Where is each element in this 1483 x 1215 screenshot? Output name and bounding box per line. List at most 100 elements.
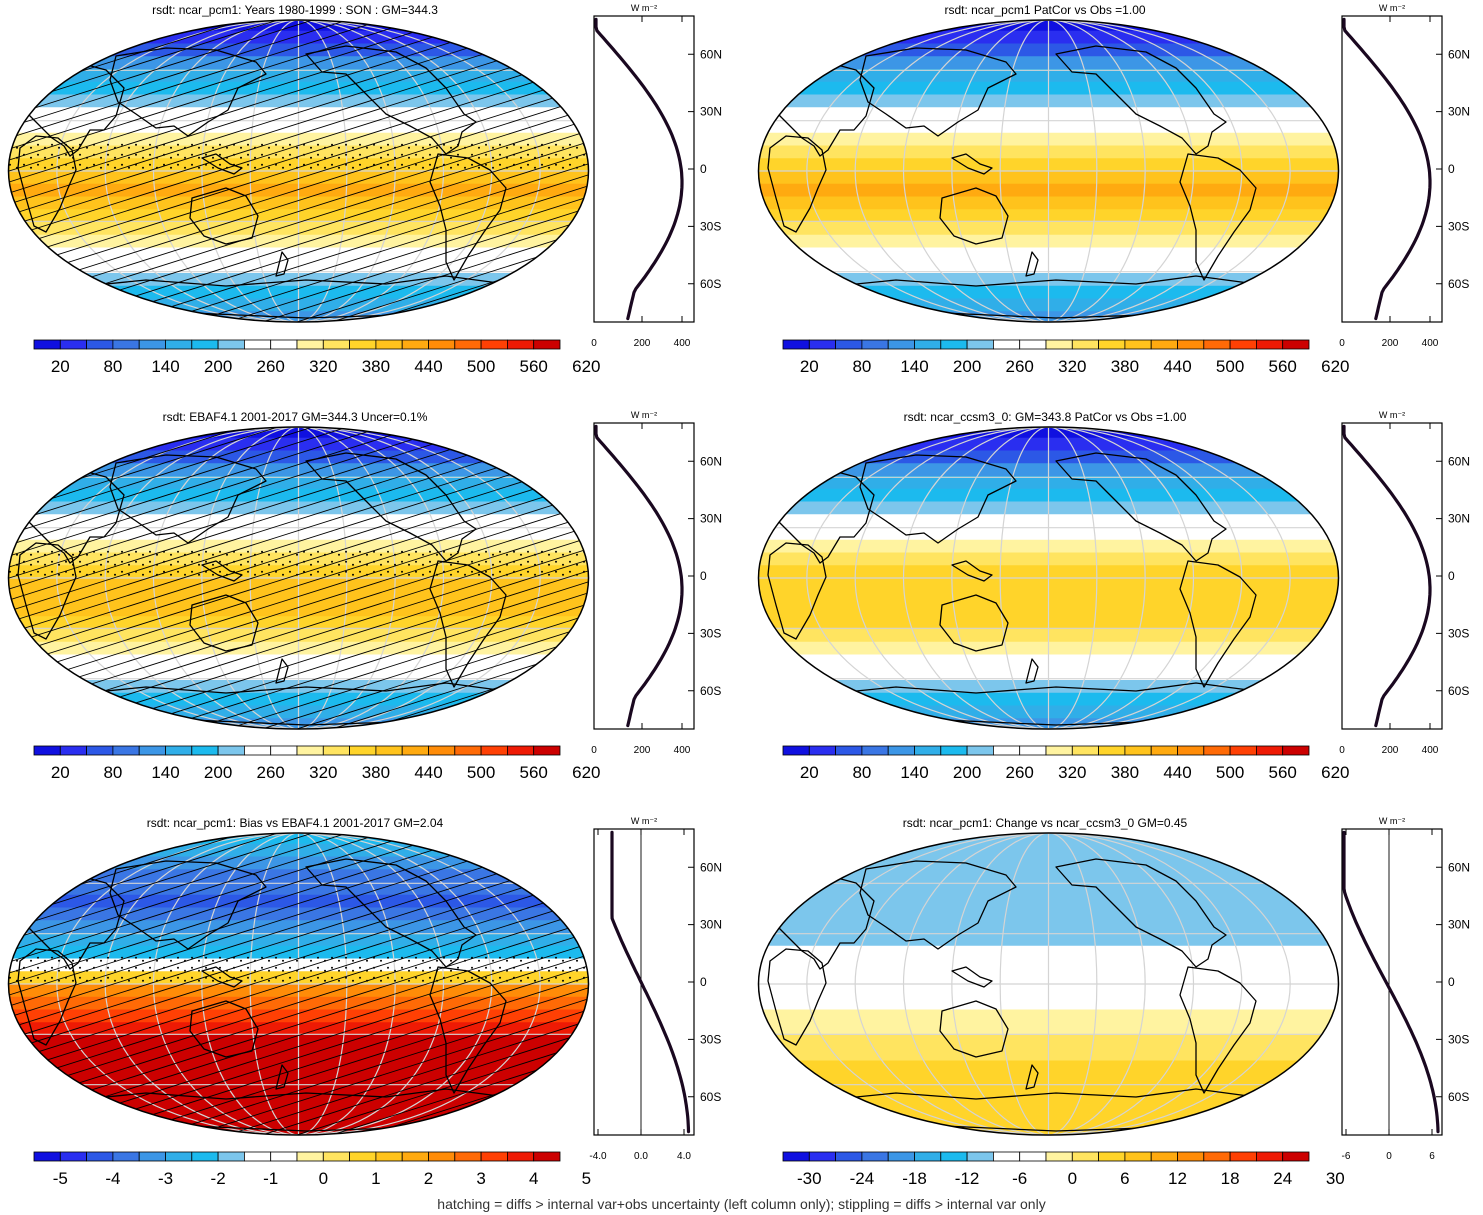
panel-title-change-ccsm3: rsdt: ncar_pcm1: Change vs ncar_ccsm3_0 …: [902, 816, 1188, 830]
colorbar-swatch: [1045, 745, 1073, 756]
coastline: [951, 560, 993, 582]
coastline: [189, 594, 259, 652]
colorbar-swatch: [191, 339, 219, 350]
profile-x-label: 200: [1382, 338, 1399, 349]
colorbar-swatch: [1019, 339, 1047, 350]
coastline: [201, 560, 243, 582]
profile-obs-ebaf: W m⁻² 60N 30N 0 30S 60S 0 200 400: [591, 410, 722, 756]
coastline: [951, 966, 993, 988]
colorbar-label: -30: [797, 1169, 822, 1188]
panel-title-ccsm3-patcor: rsdt: ncar_ccsm3_0: GM=343.8 PatCor vs O…: [903, 410, 1187, 424]
colorbar-swatch: [506, 339, 535, 350]
colorbar-swatch: [217, 745, 245, 756]
colorbar-change-ccsm3: -30 -24 -18 -12 -6 0 6 12 18 24 30: [782, 1151, 1345, 1188]
coastline: [815, 682, 1297, 726]
colorbar-swatch: [1098, 1151, 1126, 1162]
colorbar-swatch: [1071, 745, 1099, 756]
colorbar-label: 0: [1068, 1169, 1077, 1188]
colorbar-swatch: [914, 745, 942, 756]
profile-lat-label: 60N: [700, 454, 722, 468]
colorbar-swatch: [533, 339, 561, 350]
colorbar-swatch: [33, 1151, 61, 1162]
colorbar-swatch: [992, 745, 1021, 756]
colorbar-swatch: [1177, 745, 1205, 756]
colorbar-swatch: [349, 1151, 377, 1162]
profile-lat-label: 30S: [1448, 219, 1469, 233]
coastline: [17, 135, 77, 233]
colorbar-label: 20: [51, 763, 70, 782]
profile-x-label: 4.0: [677, 1151, 691, 1162]
colorbar-swatch: [1282, 1151, 1310, 1162]
colorbar-swatch: [243, 745, 272, 756]
colorbar-swatch: [86, 339, 114, 350]
colorbar-swatch: [138, 745, 166, 756]
coastline: [767, 542, 827, 640]
profile-lat-label: 30S: [1448, 1032, 1469, 1046]
colorbar-model-mean: 20 80 140 200 260 320 380 440 500 560 620: [33, 339, 600, 376]
colorbar-ccsm3-patcor: 20 80 140 200 260 320 380 440 500 560 620: [782, 745, 1349, 782]
colorbar-label: 440: [1163, 763, 1191, 782]
colorbar-label: -6: [1012, 1169, 1027, 1188]
colorbar-label: 0: [319, 1169, 328, 1188]
coastline: [429, 560, 507, 688]
footer-note: hatching = diffs > internal var+obs unce…: [437, 1196, 1046, 1212]
colorbar-swatch: [322, 339, 350, 350]
colorbar-swatch: [887, 1151, 915, 1162]
colorbar-swatch: [533, 1151, 561, 1162]
profile-unit: W m⁻²: [1379, 816, 1405, 826]
map-change-ccsm3: [757, 832, 1340, 1136]
colorbar-swatch: [1124, 1151, 1152, 1162]
colorbar-label: 560: [1269, 763, 1297, 782]
profile-lat-label: 60S: [1448, 684, 1469, 698]
colorbar-swatch: [506, 745, 535, 756]
colorbar-swatch: [887, 339, 915, 350]
colorbar-label: 200: [953, 357, 981, 376]
colorbar-label: 1: [371, 1169, 380, 1188]
colorbar-swatch: [454, 745, 482, 756]
coastline: [189, 187, 259, 245]
colorbar-label: 18: [1221, 1169, 1240, 1188]
colorbar-label: 140: [151, 763, 179, 782]
colorbar-label: 440: [1163, 357, 1191, 376]
colorbar-label: -3: [158, 1169, 173, 1188]
colorbar-label: 560: [1269, 357, 1297, 376]
coastline: [275, 251, 289, 277]
profile-lat-label: 0: [700, 162, 707, 176]
colorbar-label: 320: [309, 357, 337, 376]
coastline: [1179, 966, 1257, 1094]
colorbar-swatch: [375, 1151, 403, 1162]
colorbar-label: 320: [1058, 763, 1086, 782]
profile-curve: [610, 830, 691, 1134]
colorbar-swatch: [1203, 1151, 1231, 1162]
colorbar-label: 4: [529, 1169, 538, 1188]
colorbar-swatch: [966, 1151, 994, 1162]
colorbar-swatch: [33, 339, 61, 350]
colorbar-swatch: [1019, 745, 1047, 756]
colorbar-label: 260: [257, 357, 285, 376]
colorbar-swatch: [1282, 339, 1310, 350]
colorbar-label: 5: [582, 1169, 591, 1188]
panel-title-model-patcor: rsdt: ncar_pcm1 PatCor vs Obs =1.00: [944, 3, 1146, 17]
colorbar-swatch: [428, 745, 456, 756]
colorbar-swatch: [1229, 339, 1257, 350]
colorbar-label: 80: [103, 357, 122, 376]
coastline: [939, 187, 1009, 245]
profile-lat-label: 30N: [1448, 105, 1470, 119]
colorbar-swatch: [112, 339, 140, 350]
colorbar-swatch: [1124, 745, 1152, 756]
colorbar-swatch: [401, 1151, 429, 1162]
colorbar-label: 80: [103, 763, 122, 782]
profile-model-mean: W m⁻² 60N 30N 0 30S 60S 0 200 400: [591, 3, 722, 349]
colorbar-label: -12: [955, 1169, 980, 1188]
coastline: [1179, 153, 1257, 281]
map-model-patcor: [757, 19, 1340, 323]
coastline: [767, 948, 827, 1046]
colorbar-swatch: [480, 745, 508, 756]
colorbar-swatch: [349, 339, 377, 350]
profile-x-label: 0: [1339, 745, 1345, 756]
colorbar-label: -18: [902, 1169, 927, 1188]
colorbar-swatch: [59, 745, 87, 756]
profile-lat-label: 30S: [700, 219, 721, 233]
profile-lat-label: 30N: [1448, 918, 1470, 932]
colorbar-label: 200: [953, 763, 981, 782]
